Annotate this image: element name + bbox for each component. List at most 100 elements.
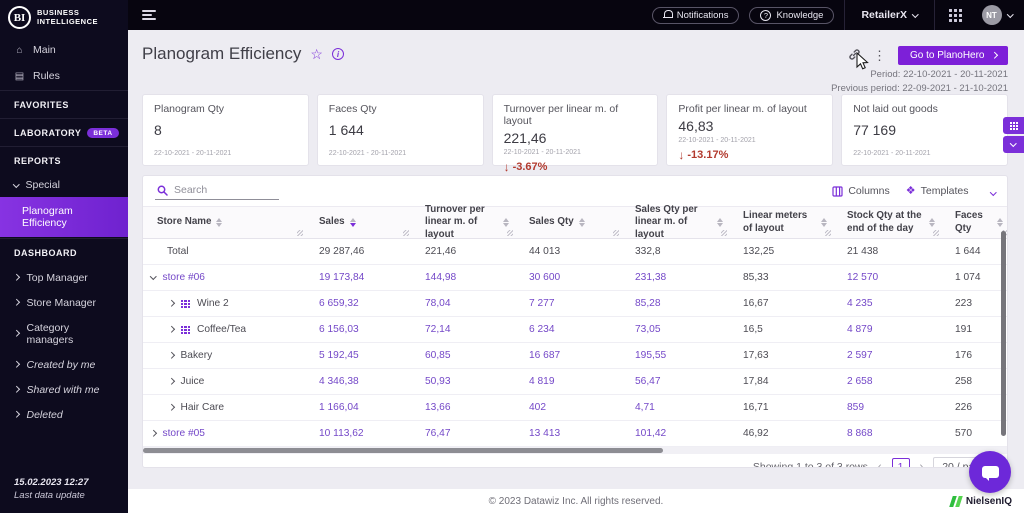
sidebar-item-store-manager[interactable]: Store Manager [0,290,128,315]
sidebar-item-label: Main [33,44,56,56]
column-resize-handle[interactable] [825,230,831,236]
app-logo[interactable]: BI BUSINESS INTELLIGENCE [0,0,128,37]
knowledge-button[interactable]: ? Knowledge [749,6,835,24]
kpi-delta-value: -3.67% [512,161,548,173]
sidebar-section-dashboard[interactable]: DASHBOARD [14,248,77,258]
sort-desc-icon [821,223,827,228]
chevron-right-icon[interactable] [168,326,175,333]
columns-button[interactable]: Columns [832,185,890,197]
sort-icon[interactable] [929,217,935,228]
column-header-turnover-per-linear-m-of-layout[interactable]: Turnover per linear m. of layout [411,204,515,240]
info-icon[interactable]: i [331,48,344,60]
app-launcher-icon[interactable] [948,8,962,22]
vertical-scrollbar-thumb[interactable] [1001,231,1006,436]
sort-icon[interactable] [997,217,1003,228]
previous-page-button[interactable]: ‹ [877,460,882,468]
chevron-right-icon[interactable] [168,404,175,411]
column-resize-handle[interactable] [403,230,409,236]
favorite-star-icon[interactable]: ☆ [310,45,323,62]
current-page-button[interactable]: 1 [891,457,910,467]
column-resize-handle[interactable] [613,230,619,236]
sidebar-item-rules[interactable]: ▤ Rules [0,63,128,89]
page-header: Planogram Efficiency ☆ i [142,44,344,64]
chevron-down-icon [1010,140,1017,147]
column-header-label: Linear meters of layout [743,210,808,234]
chevron-right-icon[interactable] [150,430,157,437]
column-header-store-name[interactable]: Store Name [143,207,305,238]
kpi-cards: Planogram Qty 8 22-10-2021 - 20-11-2021 Fac… [142,94,1008,174]
sidebar-section-laboratory[interactable]: LABORATORY BETA [0,120,128,145]
row-name-cell[interactable]: Wine 2 [143,298,305,309]
cell-faces-qty: 226 [955,402,972,413]
next-page-button[interactable]: › [919,460,924,468]
sort-asc-icon [349,217,356,222]
chat-widget-button[interactable] [969,451,1011,493]
chevron-right-icon [13,361,20,368]
notifications-button[interactable]: Notifications [651,6,740,24]
column-header-stock-qty-at-the-end-of-the-day[interactable]: Stock Qty at the end of the day [833,207,941,238]
table-body: Total 29 287,46 221,46 44 013 332,8 132,25 21 … [143,239,1007,447]
kpi-title: Turnover per linear m. of layout [503,103,619,127]
templates-button[interactable]: ❖ Templates [905,184,969,197]
sidebar-section-favorites[interactable]: FAVORITES [14,100,69,110]
row-name-cell[interactable]: store #05 [143,428,305,439]
row-name-cell[interactable]: Juice [143,376,305,387]
row-name-cell[interactable]: store #06 [143,272,305,283]
share-link-icon[interactable] [848,48,861,63]
row-name-cell[interactable]: Coffee/Tea [143,324,305,335]
search-input[interactable] [174,184,269,196]
column-resize-handle[interactable] [297,230,303,236]
chevron-right-icon[interactable] [168,378,175,385]
row-name-cell[interactable]: Total [143,246,305,257]
go-to-planohero-button[interactable]: Go to PlanoHero [898,46,1008,65]
sidebar-item-label: Store Manager [26,296,96,309]
copyright-text: © 2023 Datawiz Inc. All rights reserved. [488,495,664,507]
sort-icon[interactable] [349,217,356,228]
column-resize-handle[interactable] [933,230,939,236]
column-header-sales-qty-per-linear-m-of-layout[interactable]: Sales Qty per linear m. of layout [621,204,729,240]
cell-sales-qty-per-linear-m-of-layout: 332,8 [635,246,661,257]
user-menu[interactable]: NT [976,5,1024,25]
row-name-cell[interactable]: Bakery [143,350,305,361]
column-resize-handle[interactable] [507,230,513,236]
sidebar-item-shared-with-me[interactable]: Shared with me [0,377,128,402]
chevron-down-icon[interactable] [150,273,157,280]
horizontal-scrollbar[interactable] [143,447,1007,454]
chevron-right-icon[interactable] [168,300,175,307]
sidebar-item-deleted[interactable]: Deleted [0,402,128,427]
column-header-faces-qty[interactable]: Faces Qty [941,207,1007,238]
sidebar-item-created-by-me[interactable]: Created by me [0,352,128,377]
sidebar-section-reports[interactable]: REPORTS [14,156,62,166]
sidebar-item-planogram-efficiency[interactable]: Planogram Efficiency [0,197,128,237]
sidebar-item-special[interactable]: Special [0,173,128,197]
sort-asc-icon [578,217,585,222]
sidebar-item-main[interactable]: ⌂ Main [0,37,128,63]
cell-sales-qty-per-linear-m-of-layout: 231,38 [635,272,667,283]
sort-icon[interactable] [821,217,827,228]
more-options-icon[interactable]: ⋮ [873,48,886,63]
arrow-down-icon: ↓ [678,148,685,162]
sort-icon[interactable] [717,217,723,228]
table-row-bakery: Bakery 5 192,45 60,85 16 687 195,55 17,63 2 59… [143,343,1007,369]
collapse-panel-button[interactable] [1003,136,1024,153]
collapse-table-tools-icon[interactable] [989,185,996,197]
menu-collapse-icon[interactable] [142,10,156,20]
sidebar-item-top-manager[interactable]: Top Manager [0,265,128,290]
column-resize-handle[interactable] [721,230,727,236]
sort-icon[interactable] [216,217,223,228]
kpi-title: Planogram Qty [154,103,225,115]
column-header-sales[interactable]: Sales [305,207,411,238]
retailer-selector[interactable]: RetailerX [845,9,933,21]
sidebar-item-category-managers[interactable]: Category managers [0,315,128,352]
planogram-panel-button[interactable] [1003,117,1024,134]
horizontal-scrollbar-thumb[interactable] [143,448,663,453]
sort-icon[interactable] [578,217,585,228]
column-header-linear-meters-of-layout[interactable]: Linear meters of layout [729,207,833,238]
column-header-sales-qty[interactable]: Sales Qty [515,207,621,238]
row-name-cell[interactable]: Hair Care [143,402,305,413]
sort-icon[interactable] [503,217,509,228]
chevron-right-icon[interactable] [168,352,175,359]
kpi-period: 22-10-2021 - 20-11-2021 [154,150,232,157]
sidebar-item-label: Top Manager [26,271,88,284]
